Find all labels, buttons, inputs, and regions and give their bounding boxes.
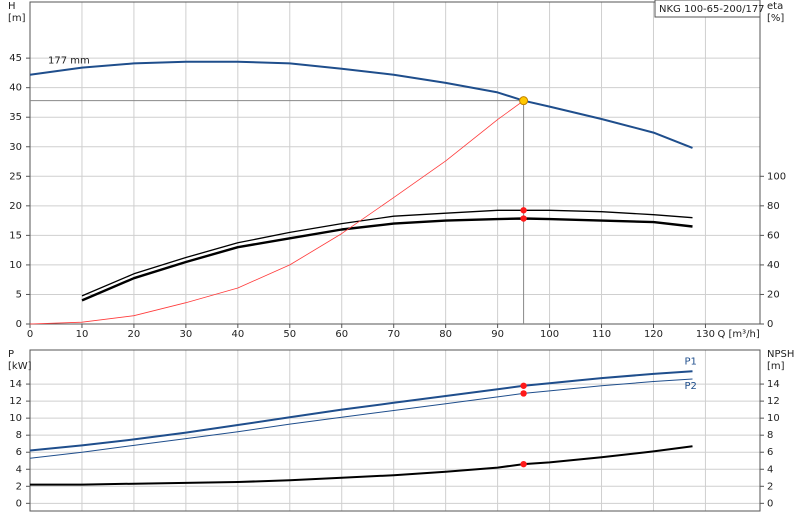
- x-tick-label: 60: [335, 329, 348, 340]
- x-tick-label: 30: [180, 329, 193, 340]
- y2-tick-label: 6: [767, 447, 773, 458]
- x-tick-label: 20: [128, 329, 141, 340]
- y-tick-label: 12: [9, 396, 22, 407]
- y-tick-label: 5: [16, 289, 22, 300]
- x-tick-label: 70: [387, 329, 400, 340]
- y2-tick-label: 4: [767, 464, 773, 475]
- y-axis-label: [m]: [8, 13, 26, 24]
- y2-axis-label: NPSH: [767, 349, 794, 360]
- title-box: [654, 0, 761, 18]
- x-tick-label: 90: [491, 329, 504, 340]
- y2-tick-label: 12: [767, 396, 780, 407]
- curve: [29, 378, 693, 459]
- y2-tick-label: 0: [767, 319, 773, 330]
- curve: [30, 445, 693, 486]
- y-axis-label: H: [8, 1, 16, 12]
- duty-marker: [520, 390, 527, 397]
- series-label: P1: [684, 356, 696, 367]
- y-tick-label: 20: [9, 201, 22, 212]
- y2-tick-label: 80: [767, 201, 780, 212]
- y-tick-label: 4: [16, 464, 22, 475]
- y2-tick-label: 20: [767, 289, 780, 300]
- y2-axis-label: [%]: [767, 13, 784, 24]
- y-tick-label: 14: [9, 379, 22, 390]
- curve: [29, 60, 693, 149]
- y2-tick-label: 60: [767, 230, 780, 241]
- curve: [29, 370, 693, 452]
- y2-axis-label: eta: [767, 1, 783, 12]
- y-tick-label: 8: [16, 430, 22, 441]
- y-tick-label: 10: [9, 260, 22, 271]
- y2-axis-label: [m]: [767, 361, 785, 372]
- x-axis-label: Q [m³/h]: [717, 329, 759, 340]
- y-tick-label: 45: [9, 53, 22, 64]
- x-tick-label: 50: [283, 329, 296, 340]
- duty-marker: [520, 382, 527, 389]
- y-tick-label: 30: [9, 142, 22, 153]
- duty-marker: [520, 207, 527, 214]
- curve: [81, 209, 693, 297]
- y-axis-label: [kW]: [8, 361, 32, 372]
- duty-point: [519, 96, 529, 106]
- y-tick-label: 25: [9, 171, 22, 182]
- y-tick-label: 6: [16, 447, 22, 458]
- y-tick-label: 10: [9, 413, 22, 424]
- chart-title: NKG 100-65-200/177: [659, 4, 765, 15]
- y2-tick-label: 0: [767, 498, 773, 509]
- duty-marker: [520, 460, 527, 468]
- x-tick-label: 110: [592, 329, 611, 340]
- x-tick-label: 130: [696, 329, 715, 340]
- curve: [29, 100, 524, 325]
- x-tick-label: 80: [439, 329, 452, 340]
- x-tick-label: 120: [644, 329, 663, 340]
- x-tick-label: 10: [76, 329, 89, 340]
- duty-marker: [520, 215, 527, 222]
- x-tick-label: 0: [27, 329, 33, 340]
- y2-tick-label: 100: [767, 171, 786, 182]
- y-tick-label: 0: [16, 498, 22, 509]
- y-axis-label: P: [8, 349, 14, 360]
- y-tick-label: 15: [9, 230, 22, 241]
- y-tick-label: 2: [16, 481, 22, 492]
- y-tick-label: 0: [16, 319, 22, 330]
- y2-tick-label: 8: [767, 430, 773, 441]
- series-label: P2: [684, 381, 696, 392]
- curve: [81, 217, 693, 302]
- y-tick-label: 40: [9, 83, 22, 94]
- y2-tick-label: 2: [767, 481, 773, 492]
- plot-frame: [29, 1, 761, 325]
- y2-tick-label: 40: [767, 260, 780, 271]
- plot-frame: [29, 349, 761, 512]
- x-tick-label: 100: [540, 329, 559, 340]
- y-tick-label: 35: [9, 112, 22, 123]
- annotation: 177 mm: [48, 56, 90, 67]
- y2-tick-label: 14: [767, 379, 780, 390]
- x-tick-label: 40: [231, 329, 244, 340]
- y2-tick-label: 10: [767, 413, 780, 424]
